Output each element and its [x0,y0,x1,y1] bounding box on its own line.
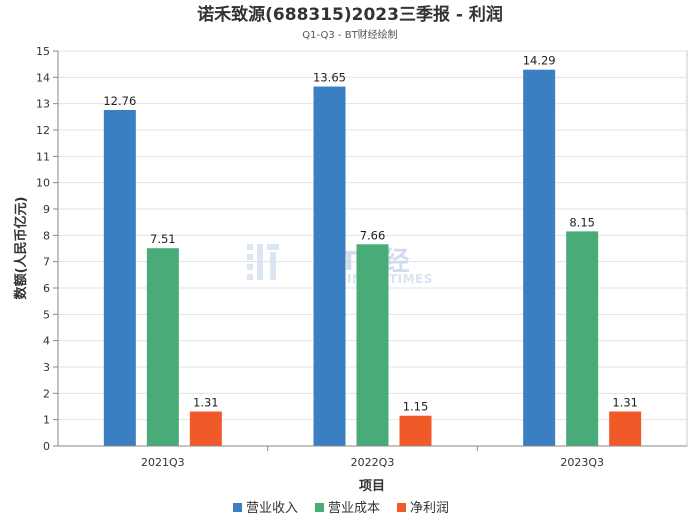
y-tick-label: 0 [43,440,50,453]
bar [609,411,642,446]
legend: 营业收入 营业成本 净利润 [233,501,449,516]
y-tick-label: 8 [43,229,50,242]
y-tick-label: 4 [43,335,50,348]
data-label: 7.51 [150,232,176,246]
bar [566,231,599,446]
bar [356,244,389,446]
y-tick-label: 14 [36,71,50,84]
legend-swatch [233,503,242,512]
bt-logo-icon [247,244,279,280]
bar [146,248,179,446]
legend-label: 营业收入 [246,501,298,516]
data-label: 1.15 [403,400,429,414]
data-label: 13.65 [313,71,346,85]
y-tick-label: 7 [43,256,50,269]
legend-swatch [397,503,406,512]
y-tick-label: 12 [36,124,50,137]
y-tick-label: 9 [43,203,50,216]
data-labels: 12.76 7.51 1.31 13.65 7.66 1.15 14.29 8.15 1.31 [103,54,638,414]
legend-swatch [315,503,324,512]
data-label: 8.15 [569,215,595,229]
y-tick-label: 6 [43,282,50,295]
x-tick-label: 2021Q3 [141,456,185,469]
data-label: 7.66 [360,228,386,242]
y-tick-label: 3 [43,361,50,374]
chart-subtitle: Q1-Q3 - BT财经绘制 [302,28,397,41]
y-axis-title: 数额(人民币亿元) [13,197,29,300]
x-tick-label: 2023Q3 [560,456,604,469]
y-tick-label: 15 [36,45,50,58]
data-label: 12.76 [103,94,136,108]
data-label: 1.31 [193,396,219,410]
x-axis-title: 项目 [359,479,385,494]
legend-label: 营业成本 [328,501,380,516]
bars [103,69,642,447]
chart-title: 诺禾致源(688315)2023三季报 - 利润 [197,4,503,25]
y-tick-label: 5 [43,308,50,321]
y-tick-label: 10 [36,177,50,190]
bar [523,69,556,447]
legend-label: 净利润 [410,501,449,516]
y-tick-label: 13 [36,98,50,111]
bar [399,415,432,446]
data-label: 14.29 [523,54,556,68]
x-axis: 2021Q3 2022Q3 2023Q3 [58,445,687,469]
y-tick-label: 2 [43,387,50,400]
bar [189,411,222,446]
x-tick-label: 2022Q3 [351,456,395,469]
data-label: 1.31 [612,396,638,410]
bar [103,109,136,446]
y-tick-label: 1 [43,414,50,427]
y-tick-label: 11 [36,150,50,163]
bar [313,86,346,447]
